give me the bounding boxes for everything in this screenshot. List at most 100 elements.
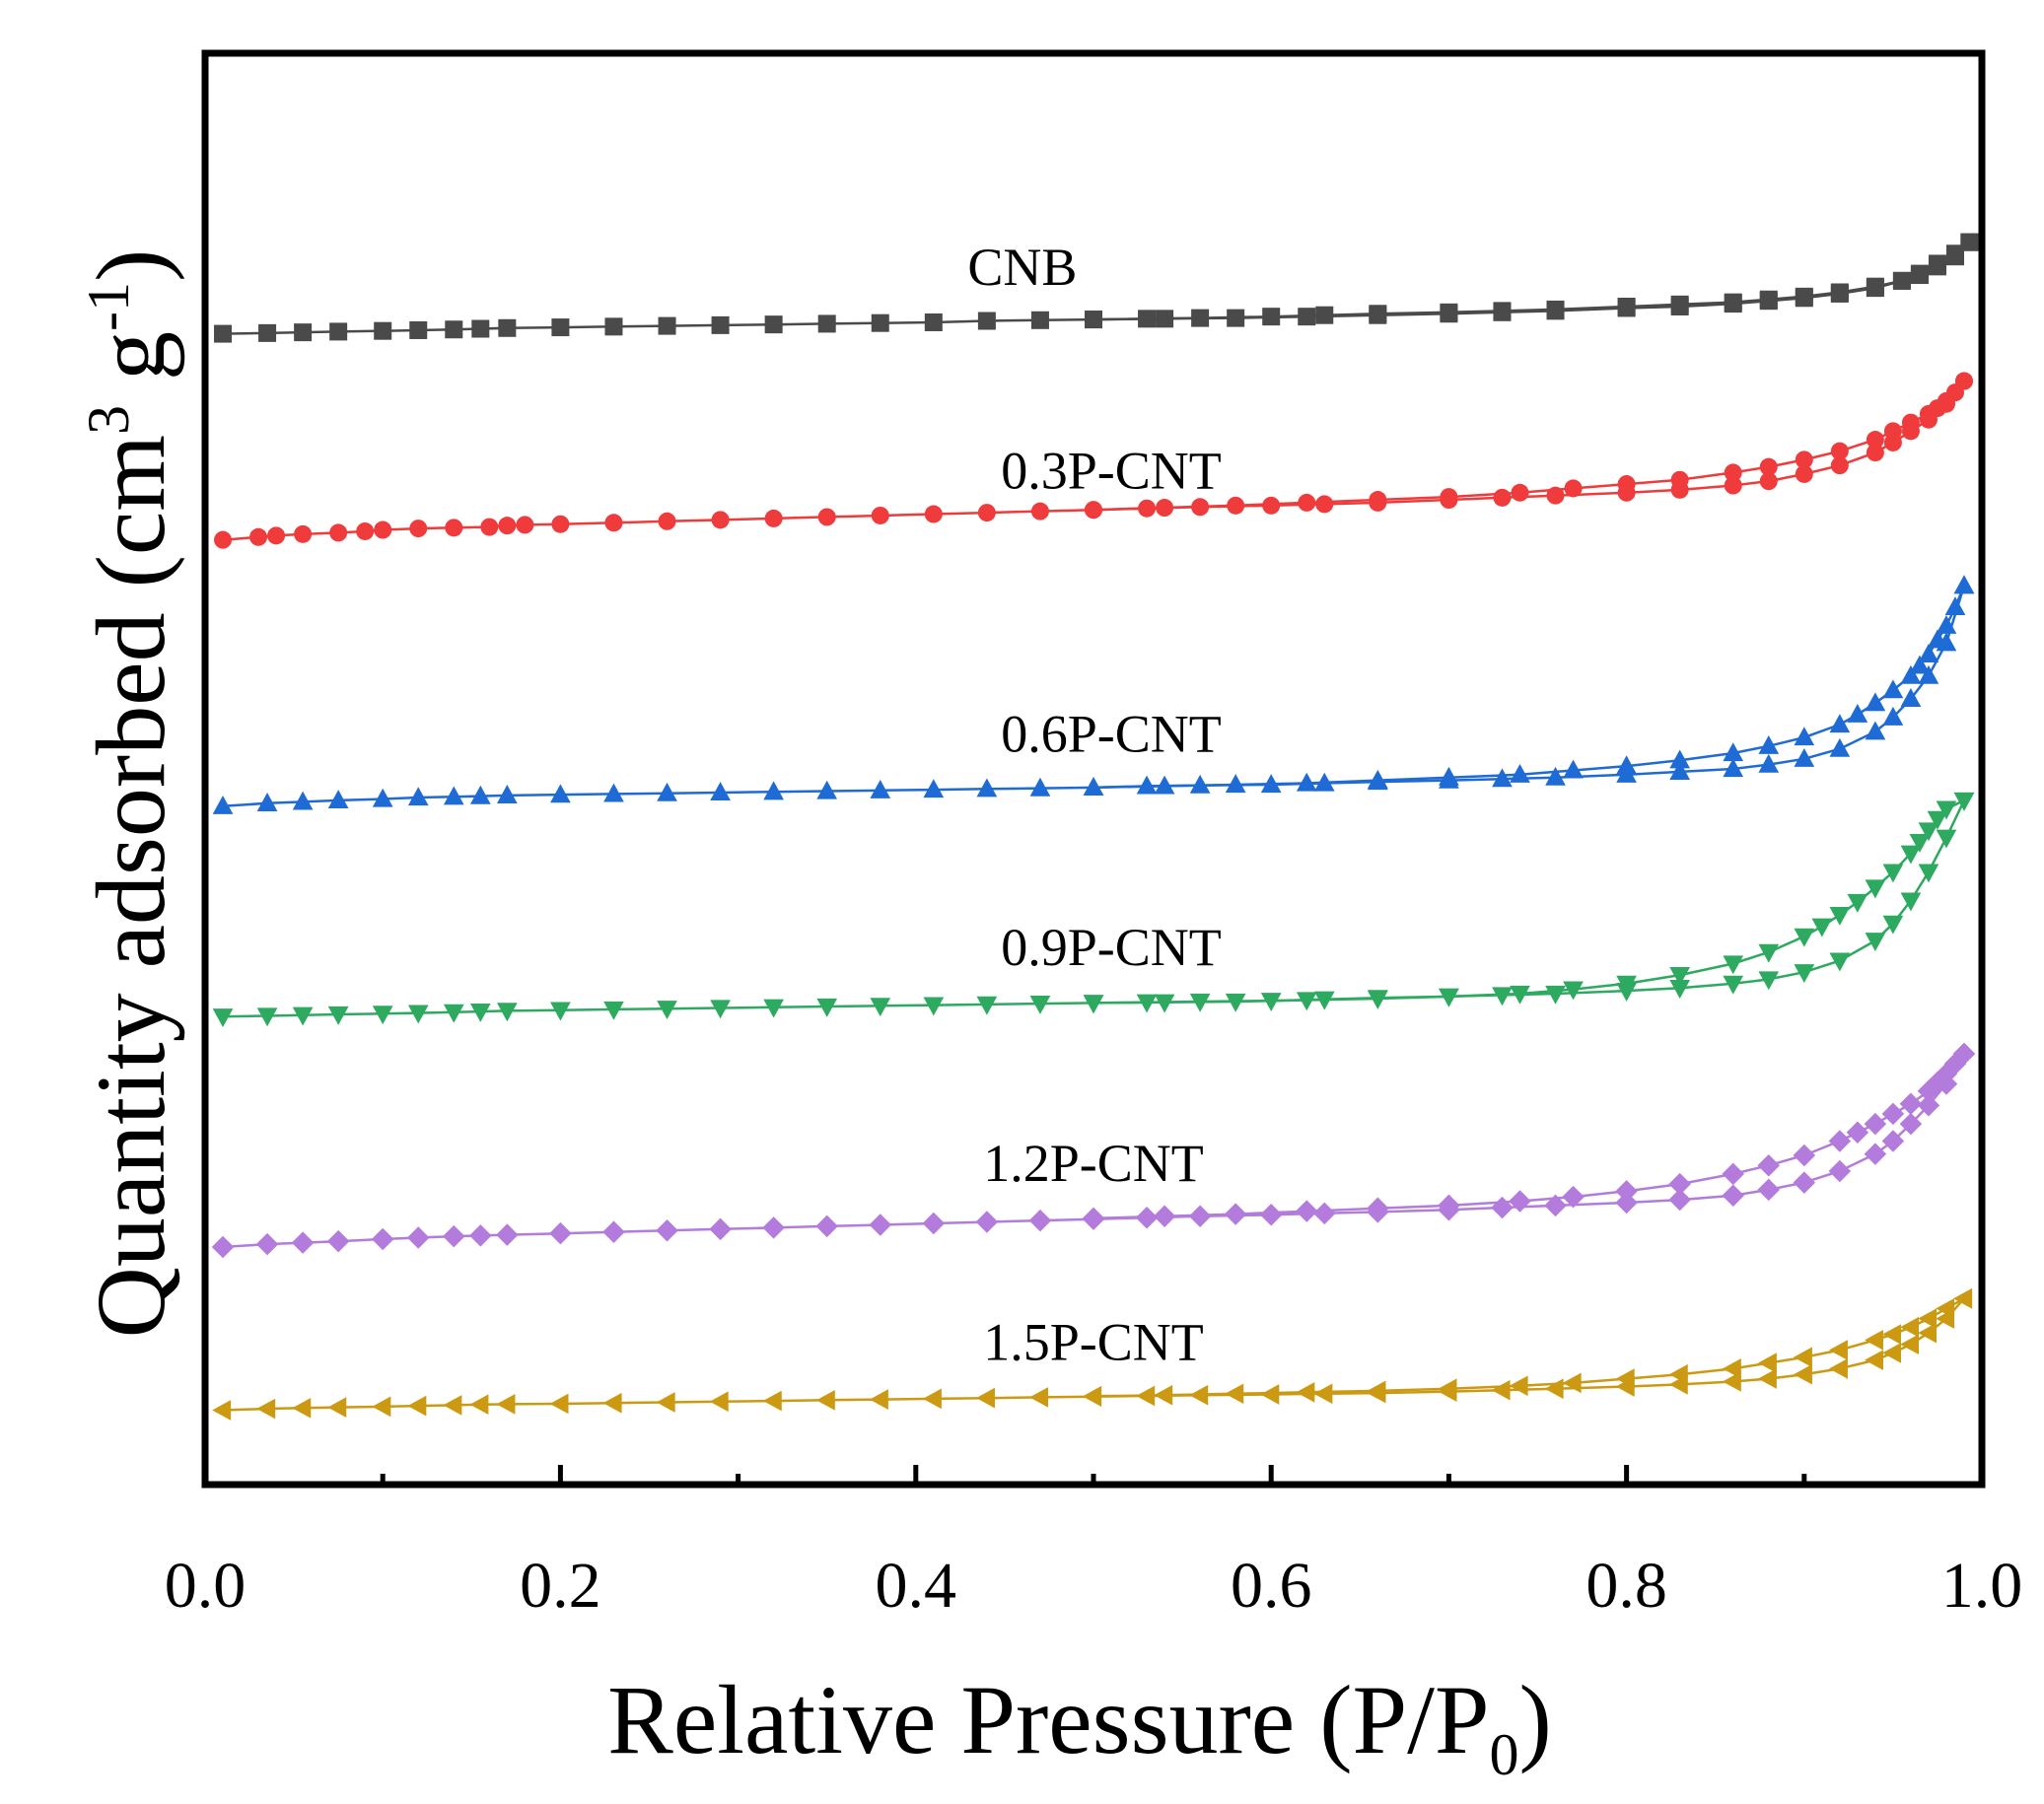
0.9P-CNT-data-point [1953,792,1975,811]
0.6P-CNT-data-point [469,785,491,804]
0.6P-CNT-data-point [1154,775,1175,795]
0.6P-CNT-data-point [1794,727,1815,746]
0.6P-CNT-data-point [550,784,571,803]
0.3P-CNT-data-point [249,527,268,546]
1.2P-CNT-data-point [1899,1112,1923,1136]
0.9P-CNT-data-point [1154,994,1175,1013]
CNB-data-point [764,315,783,334]
CNB-data-point [1724,295,1742,313]
CNB-data-point [1960,233,1979,251]
1.2P-CNT-data-point [406,1226,430,1249]
CNB-data-point [1795,289,1813,308]
0.6P-CNT-data-point [1758,734,1780,754]
0.9P-CNT-data-point [1313,991,1335,1010]
0.9P-CNT-data-point [372,1006,393,1025]
0.9P-CNT-data-point [1367,990,1388,1009]
1.2P-CNT-data-point [1295,1200,1318,1222]
1.2P-CNT-data-point [211,1235,235,1259]
0.6P-CNT-data-point [1936,615,1957,634]
1.2P-CNT-data-point [291,1231,315,1254]
CNB-data-point [374,321,392,340]
1.2P-CNT-data-point [656,1219,678,1242]
1.5P-CNT-data-point [1882,1343,1901,1363]
0.6P-CNT-data-point [710,782,731,801]
0.6P-CNT-data-point [1492,768,1513,788]
x-axis-ticks: 0.0 0.2 0.4 0.6 0.8 1.0 [165,1465,2022,1622]
CNB-desorption-line [1092,241,1971,321]
1.5P-CNT-data-point [923,1388,942,1410]
0.3P-CNT-data-point [1617,475,1636,494]
0.6P-CNT-data-point [1882,679,1904,699]
0.9P-CNT-data-point [1616,975,1637,995]
0.3P-CNT-data-point [480,518,499,536]
0.9P-CNT-data-point [1865,879,1886,899]
0.6P-CNT-data-point [1900,664,1922,684]
0.6P-CNT-data-point [1225,774,1246,794]
0.6P-CNT-data-point [816,780,838,799]
CNB-data-point [445,320,463,339]
0.6P-CNT-data-point [1563,759,1584,779]
0.9P-CNT-data-point [710,1000,731,1019]
1.2P-CNT-data-point [1793,1171,1816,1194]
0.6P-CNT-data-point [603,783,624,802]
0.6P-CNT-data-point [1918,644,1939,662]
0.6P-CNT-data-point [1865,721,1886,740]
1.5P-CNT-data-point [1367,1380,1386,1402]
0.9P-CNT-data-point [292,1006,314,1026]
series-1.2P-CNT [211,1042,1976,1259]
CNB-data-point [329,322,348,341]
CNB-data-point [1759,292,1778,311]
0.9P-CNT-data-point [1510,985,1530,1005]
1.2P-CNT-data-point [255,1232,279,1256]
CNB-data-point [1928,254,1946,273]
0.3P-CNT-data-point [977,504,996,522]
0.9P-CNT-data-point [1936,800,1957,820]
1.5P-CNT-data-point [1757,1353,1777,1373]
0.6P-CNT-data-point [256,793,278,811]
0.9P-CNT-data-point [1900,892,1922,912]
0.9P-CNT-data-point [1563,981,1584,1001]
CNB-data-point [1493,303,1512,321]
0.6P-CNT-data-point [1136,775,1158,795]
1.2P-CNT-data-point [443,1224,465,1248]
1.5P-CNT-data-point [1865,1329,1883,1351]
0.3P-CNT-data-point [1670,470,1689,489]
0.3P-CNT-data-point [1262,496,1281,515]
1.5P-CNT-data-point [1154,1384,1173,1406]
1.5P-CNT-data-point [496,1394,516,1415]
1.5P-CNT-data-point [1313,1383,1333,1405]
x-tick-label: 0.0 [165,1550,247,1622]
1.2P-CNT-data-point [1917,1079,1940,1102]
1.5P-CNT-data-point [549,1393,569,1415]
0.3P-CNT-data-point [409,520,428,538]
1.5P-CNT-data-point [372,1396,391,1418]
1.5P-CNT-data-point [1668,1363,1688,1385]
1.5P-CNT-data-point [1900,1316,1920,1338]
1.5P-CNT-data-point [1136,1385,1156,1407]
1.2P-CNT-data-point [1438,1194,1460,1217]
0.6P-CNT-data-point [1829,714,1851,733]
0.6P-CNT-data-point [1927,629,1948,649]
0.3P-CNT-data-point [267,526,286,545]
1.2P-CNT-data-point [496,1223,519,1246]
0.6P-CNT-data-point [1669,761,1691,781]
0.6P-CNT-data-point [1918,664,1939,684]
0.9P-CNT-data-point [443,1004,464,1023]
CNB-data-point [551,318,570,337]
0.9P-CNT-data-point [1439,988,1459,1007]
series-label: 0.3P-CNT [1001,441,1222,500]
0.6P-CNT-data-point [923,779,945,798]
1.2P-CNT-data-point [1615,1191,1638,1214]
0.6P-CNT-data-point [1723,742,1744,762]
1.5P-CNT-data-point [1722,1371,1741,1392]
1.2P-CNT-data-point [1864,1112,1887,1136]
0.3P-CNT-data-point [551,515,570,533]
1.2P-CNT-data-point [1757,1178,1781,1202]
0.3P-CNT-data-point [1724,463,1742,482]
1.5P-CNT-data-point [1918,1322,1938,1344]
CNB-data-point [1315,306,1334,324]
0.9P-CNT-data-point [1669,966,1691,986]
1.5P-CNT-data-point [1544,1378,1564,1400]
0.9P-CNT-data-point [407,1005,429,1024]
